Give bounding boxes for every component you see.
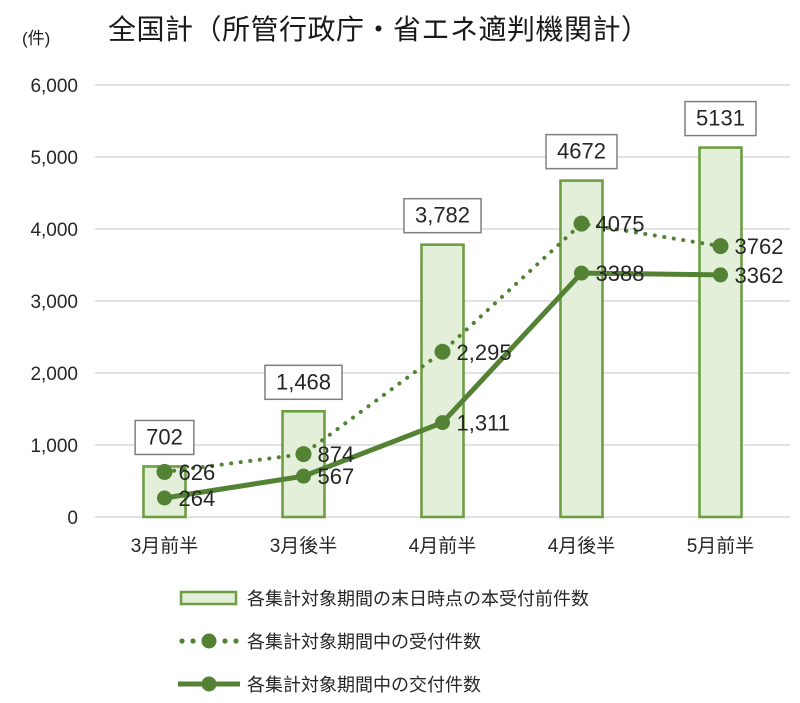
legend-item-issued: 各集計対象期間中の交付件数 xyxy=(178,670,589,697)
bar-3月後半 xyxy=(281,410,326,519)
issued-marker xyxy=(157,490,172,506)
issued-value-label: 3362 xyxy=(735,263,784,288)
bar-value-label-box xyxy=(684,100,757,137)
received-marker xyxy=(712,238,729,255)
bar-4月後半 xyxy=(559,179,604,519)
issued-value-label: 567 xyxy=(318,464,355,489)
received-marker xyxy=(573,215,590,232)
x-tick-label: 4月後半 xyxy=(548,535,616,557)
y-tick-label: 2,000 xyxy=(30,364,78,385)
y-tick-label: 1,000 xyxy=(30,436,78,457)
legend-label-received: 各集計対象期間中の受付件数 xyxy=(247,631,481,652)
bar-value-label-box xyxy=(134,419,195,456)
received-value-label: 874 xyxy=(318,442,355,467)
legend-bar-swatch-icon xyxy=(179,590,238,605)
bar-value-label-box xyxy=(264,364,343,401)
bar-5月前半 xyxy=(698,146,743,519)
legend-label-pre-acceptance: 各集計対象期間の末日時点の本受付前件数 xyxy=(247,588,589,609)
y-axis-unit-label: (件) xyxy=(22,29,51,48)
bar-value-label-box xyxy=(545,133,618,170)
issued-value-label: 3388 xyxy=(596,261,645,286)
bar-value-label-text: 1,468 xyxy=(276,369,331,394)
received-value-label: 626 xyxy=(179,460,216,485)
issued-value-label: 264 xyxy=(179,486,216,511)
legend-label-issued: 各集計対象期間中の交付件数 xyxy=(247,674,481,695)
legend: 各集計対象期間の末日時点の本受付前件数 各集計対象期間中の受付件数 各集計対象期… xyxy=(178,584,589,697)
bar-value-label-text: 5131 xyxy=(696,106,745,131)
bar-4月前半 xyxy=(420,243,465,519)
received-dotted-line xyxy=(162,221,723,474)
issued-value-label: 1,311 xyxy=(457,411,510,436)
legend-solid-line-swatch-icon xyxy=(178,676,240,691)
legend-dotted-line-swatch-icon xyxy=(179,633,239,648)
y-tick-label: 3,000 xyxy=(30,292,78,313)
received-value-label: 4075 xyxy=(596,212,645,237)
bar-value-label-text: 702 xyxy=(146,424,183,449)
bar-value-label-box xyxy=(403,197,482,234)
legend-item-received: 各集計対象期間中の受付件数 xyxy=(178,627,589,654)
received-marker xyxy=(156,463,173,480)
received-marker xyxy=(434,343,451,360)
x-tick-label: 4月前半 xyxy=(409,535,477,557)
issued-marker xyxy=(435,415,450,431)
y-tick-label: 0 xyxy=(67,508,78,529)
issued-marker xyxy=(574,265,589,281)
plot-area: 0 1,000 2,000 3,000 4,000 5,000 6,000 626 874 2,2… xyxy=(30,76,790,557)
issued-marker xyxy=(296,468,311,484)
x-tick-label: 3月前半 xyxy=(131,535,199,557)
legend-item-pre-acceptance: 各集計対象期間の末日時点の本受付前件数 xyxy=(178,584,589,611)
received-value-label: 2,295 xyxy=(457,340,512,365)
issued-marker xyxy=(713,267,728,283)
x-tick-label: 5月前半 xyxy=(687,535,755,557)
received-marker xyxy=(295,446,312,463)
received-value-label: 3762 xyxy=(735,234,784,259)
chart-title: 全国計（所管行政庁・省エネ適判機関計） xyxy=(108,14,650,45)
bar-value-label-text: 3,782 xyxy=(415,203,470,228)
y-tick-label: 4,000 xyxy=(30,220,78,241)
x-tick-label: 3月後半 xyxy=(270,535,338,557)
y-tick-label: 6,000 xyxy=(30,76,78,97)
y-tick-label: 5,000 xyxy=(30,148,78,169)
bar-value-label-text: 4672 xyxy=(557,139,606,164)
